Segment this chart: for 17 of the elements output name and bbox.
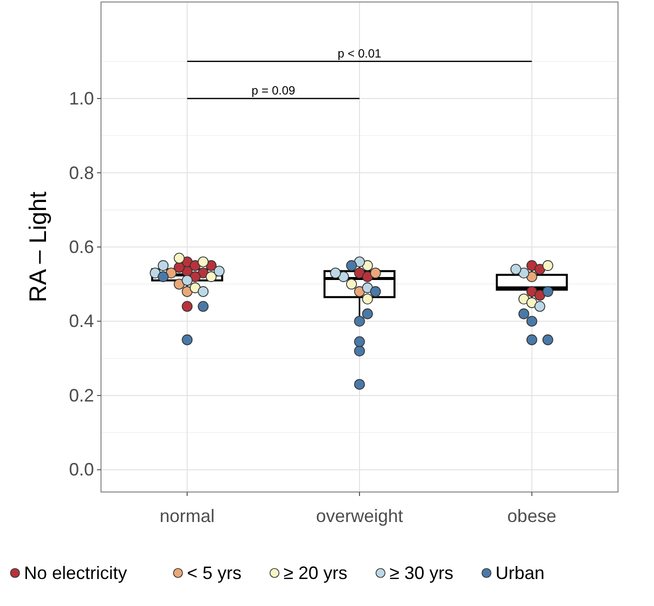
y-tick-label: 1.0 [68, 88, 94, 109]
legend-label: ≥ 20 yrs [284, 563, 348, 583]
y-axis-title: RA – Light [25, 191, 52, 302]
legend-label: No electricity [24, 563, 128, 583]
y-tick-label: 0.0 [68, 460, 94, 480]
legend-label: ≥ 30 yrs [390, 563, 454, 583]
x-tick-label: obese [507, 506, 556, 526]
y-tick-label: 0.8 [68, 162, 94, 183]
annotation: p = 0.09 [251, 84, 296, 98]
annotation: p < 0.01 [338, 46, 382, 60]
legend-label: Urban [496, 563, 545, 583]
x-tick-label: normal [160, 506, 215, 526]
x-tick-label: overweight [316, 506, 404, 526]
y-tick-label: 0.2 [68, 385, 94, 406]
y-tick-label: 0.4 [68, 311, 94, 332]
y-tick-label: 0.6 [68, 237, 94, 257]
legend-label: < 5 yrs [187, 563, 242, 583]
